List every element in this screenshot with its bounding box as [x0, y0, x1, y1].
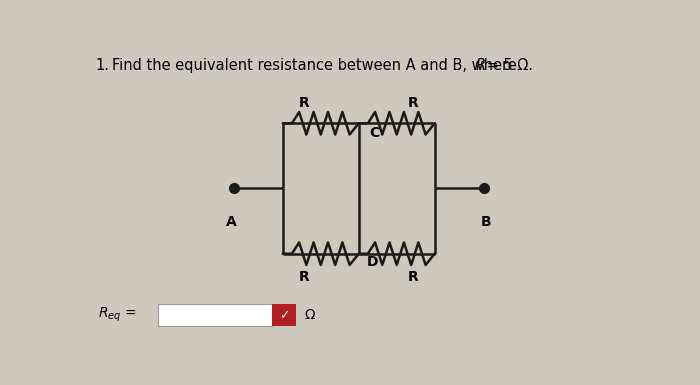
- Text: R: R: [299, 270, 310, 285]
- Text: ✓: ✓: [279, 309, 289, 322]
- Text: R: R: [299, 95, 310, 109]
- FancyBboxPatch shape: [272, 304, 296, 326]
- Text: Find the equivalent resistance between A and B, where: Find the equivalent resistance between A…: [112, 58, 522, 73]
- Text: A: A: [226, 215, 237, 229]
- Text: R: R: [407, 270, 419, 285]
- Text: R: R: [407, 95, 419, 109]
- Text: Ω: Ω: [304, 308, 315, 322]
- Text: R: R: [475, 58, 486, 73]
- Text: D: D: [367, 255, 379, 269]
- Text: $R_{eq}$ =: $R_{eq}$ =: [98, 306, 137, 325]
- Text: 1.: 1.: [96, 58, 110, 73]
- Text: C: C: [370, 126, 380, 140]
- Text: B: B: [481, 215, 491, 229]
- Text: = 5 Ω.: = 5 Ω.: [482, 58, 533, 73]
- FancyBboxPatch shape: [158, 304, 272, 326]
